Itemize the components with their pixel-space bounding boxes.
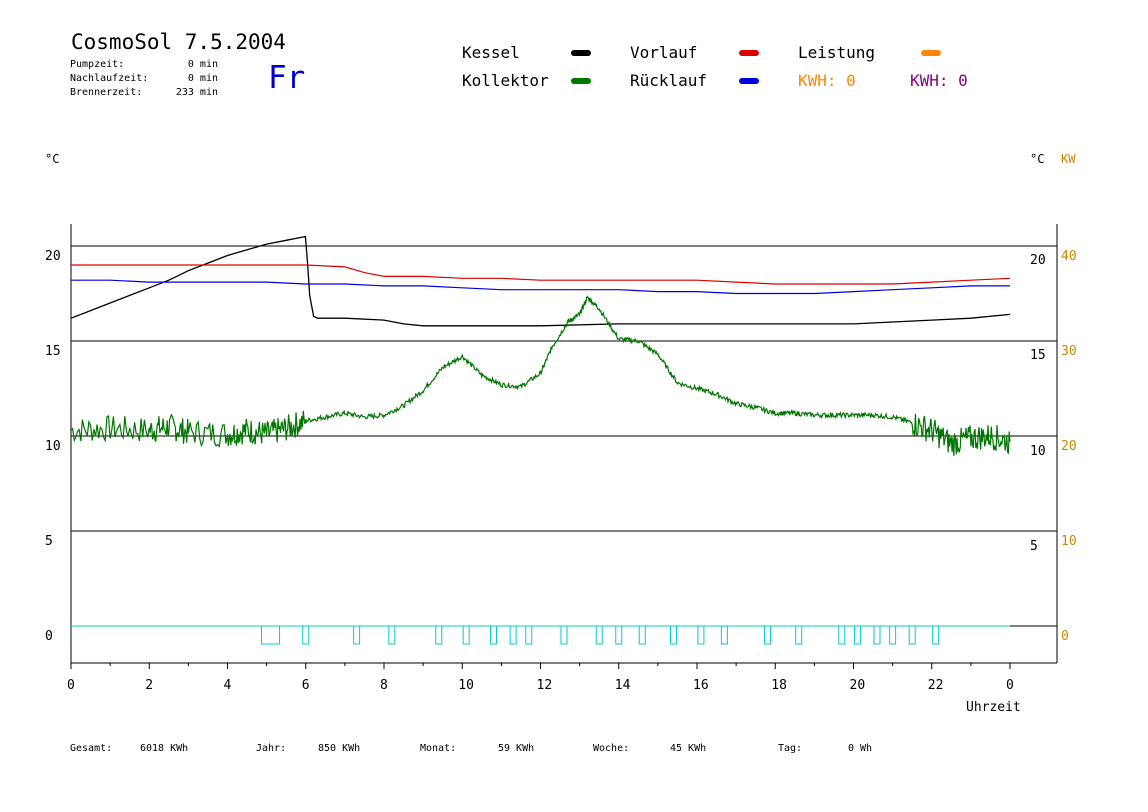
pump-mark	[873, 625, 881, 645]
y-right-tick-label: 20	[1030, 253, 1046, 268]
pump-mark	[509, 625, 517, 645]
legend-ruecklauf-swatch	[739, 78, 759, 84]
pump-activity-marks	[261, 625, 940, 645]
y-left-tick-label: 20	[45, 249, 61, 264]
x-tick-label: 16	[693, 678, 709, 693]
pump-mark	[932, 625, 940, 645]
pumpzeit-value: 0 min	[187, 59, 218, 70]
vorlauf-line	[71, 264, 1011, 285]
brennerzeit-value: 233 min	[175, 87, 218, 98]
x-tick-label: 10	[458, 678, 474, 693]
x-tick-label: 0	[67, 678, 75, 693]
legend-leistung-swatch	[921, 50, 941, 56]
x-tick-label: 14	[615, 678, 631, 693]
pump-mark	[560, 625, 568, 645]
y-right-kw-tick-label: 20	[1061, 439, 1077, 454]
pump-mark	[720, 625, 728, 645]
left-axis-unit: °C	[45, 152, 60, 166]
pump-mark	[615, 625, 623, 645]
y-right-tick-label: 5	[1030, 539, 1038, 554]
pump-mark	[388, 625, 396, 645]
x-tick-label: 0	[1006, 678, 1014, 693]
y-left-tick-label: 10	[45, 439, 61, 454]
pump-mark	[261, 625, 281, 645]
axis-ticks: 20 15 10 5 0 20 15 10 5 40 30 20 10 0 0 2 4 6 8 10 12 14 16 18 2…	[45, 249, 1077, 693]
pump-mark	[353, 625, 361, 645]
x-tick-label: 12	[537, 678, 553, 693]
y-right-tick-label: 15	[1030, 348, 1046, 363]
y-left-tick-label: 5	[45, 534, 53, 549]
pump-mark	[670, 625, 678, 645]
legend-leistung-label: Leistung	[798, 43, 876, 62]
legend-ruecklauf-label: Rücklauf	[630, 71, 708, 90]
kessel-line	[70, 235, 1011, 327]
pump-mark	[490, 625, 498, 645]
legend-vorlauf-label: Vorlauf	[630, 43, 698, 62]
y-right-kw-tick-label: 10	[1061, 534, 1077, 549]
footer-gesamt-label: Gesamt:	[70, 743, 113, 754]
x-tick-label: 22	[928, 678, 944, 693]
brennerzeit-label: Brennerzeit:	[70, 87, 143, 98]
weekday-label: Fr	[268, 60, 306, 96]
y-left-tick-label: 15	[45, 344, 61, 359]
pump-mark	[595, 625, 603, 645]
x-tick-label: 18	[771, 678, 787, 693]
nachlaufzeit-label: Nachlaufzeit:	[70, 73, 149, 84]
y-right-kw-tick-label: 30	[1061, 344, 1077, 359]
footer-tag-label: Tag:	[778, 743, 803, 754]
y-right-kw-tick-label: 0	[1061, 629, 1069, 644]
y-right-tick-label: 10	[1030, 444, 1046, 459]
pump-mark	[908, 625, 916, 645]
legend-kessel-label: Kessel	[462, 43, 520, 62]
x-tick-label: 6	[302, 678, 310, 693]
pump-mark	[302, 625, 310, 645]
footer-monat-value: 59 KWh	[498, 743, 535, 754]
pump-mark	[889, 625, 897, 645]
pump-mark	[763, 625, 771, 645]
legend-kwh-orange: KWH: 0	[798, 71, 856, 90]
pump-mark	[697, 625, 705, 645]
footer-gesamt-value: 6018 KWh	[140, 743, 189, 754]
pump-mark	[838, 625, 846, 645]
pump-mark	[435, 625, 443, 645]
footer-woche-value: 45 KWh	[670, 743, 707, 754]
pump-mark	[462, 625, 470, 645]
footer-jahr-value: 850 KWh	[318, 743, 361, 754]
x-tick-label: 20	[850, 678, 866, 693]
y-right-kw-tick-label: 40	[1061, 249, 1077, 264]
footer-jahr-label: Jahr:	[256, 743, 287, 754]
nachlaufzeit-value: 0 min	[187, 73, 218, 84]
pumpzeit-label: Pumpzeit:	[70, 59, 125, 70]
legend-kessel-swatch	[571, 50, 591, 56]
right-axis-unit: °C	[1030, 152, 1045, 166]
legend-kwh-purple: KWH: 0	[910, 71, 968, 90]
right-axis-kw-unit: KW	[1061, 152, 1076, 166]
pump-mark	[795, 625, 803, 645]
pump-mark	[525, 625, 533, 645]
page-title: CosmoSol 7.5.2004	[71, 30, 286, 54]
x-tick-label: 2	[145, 678, 153, 693]
ruecklauf-line	[71, 279, 1010, 295]
legend-vorlauf-swatch	[739, 50, 759, 56]
x-axis-label: Uhrzeit	[966, 700, 1021, 715]
series-lines	[70, 235, 1011, 456]
y-left-tick-label: 0	[45, 629, 53, 644]
legend-kollektor-label: Kollektor	[462, 71, 549, 90]
pump-mark	[638, 625, 646, 645]
footer-monat-label: Monat:	[420, 743, 457, 754]
x-tick-label: 4	[224, 678, 232, 693]
footer-woche-label: Woche:	[593, 743, 630, 754]
legend-kollektor-swatch	[571, 78, 591, 84]
footer-tag-value: 0 Wh	[848, 743, 873, 754]
kollektor-line	[70, 294, 1011, 456]
pump-mark	[853, 625, 861, 645]
x-tick-label: 8	[380, 678, 388, 693]
